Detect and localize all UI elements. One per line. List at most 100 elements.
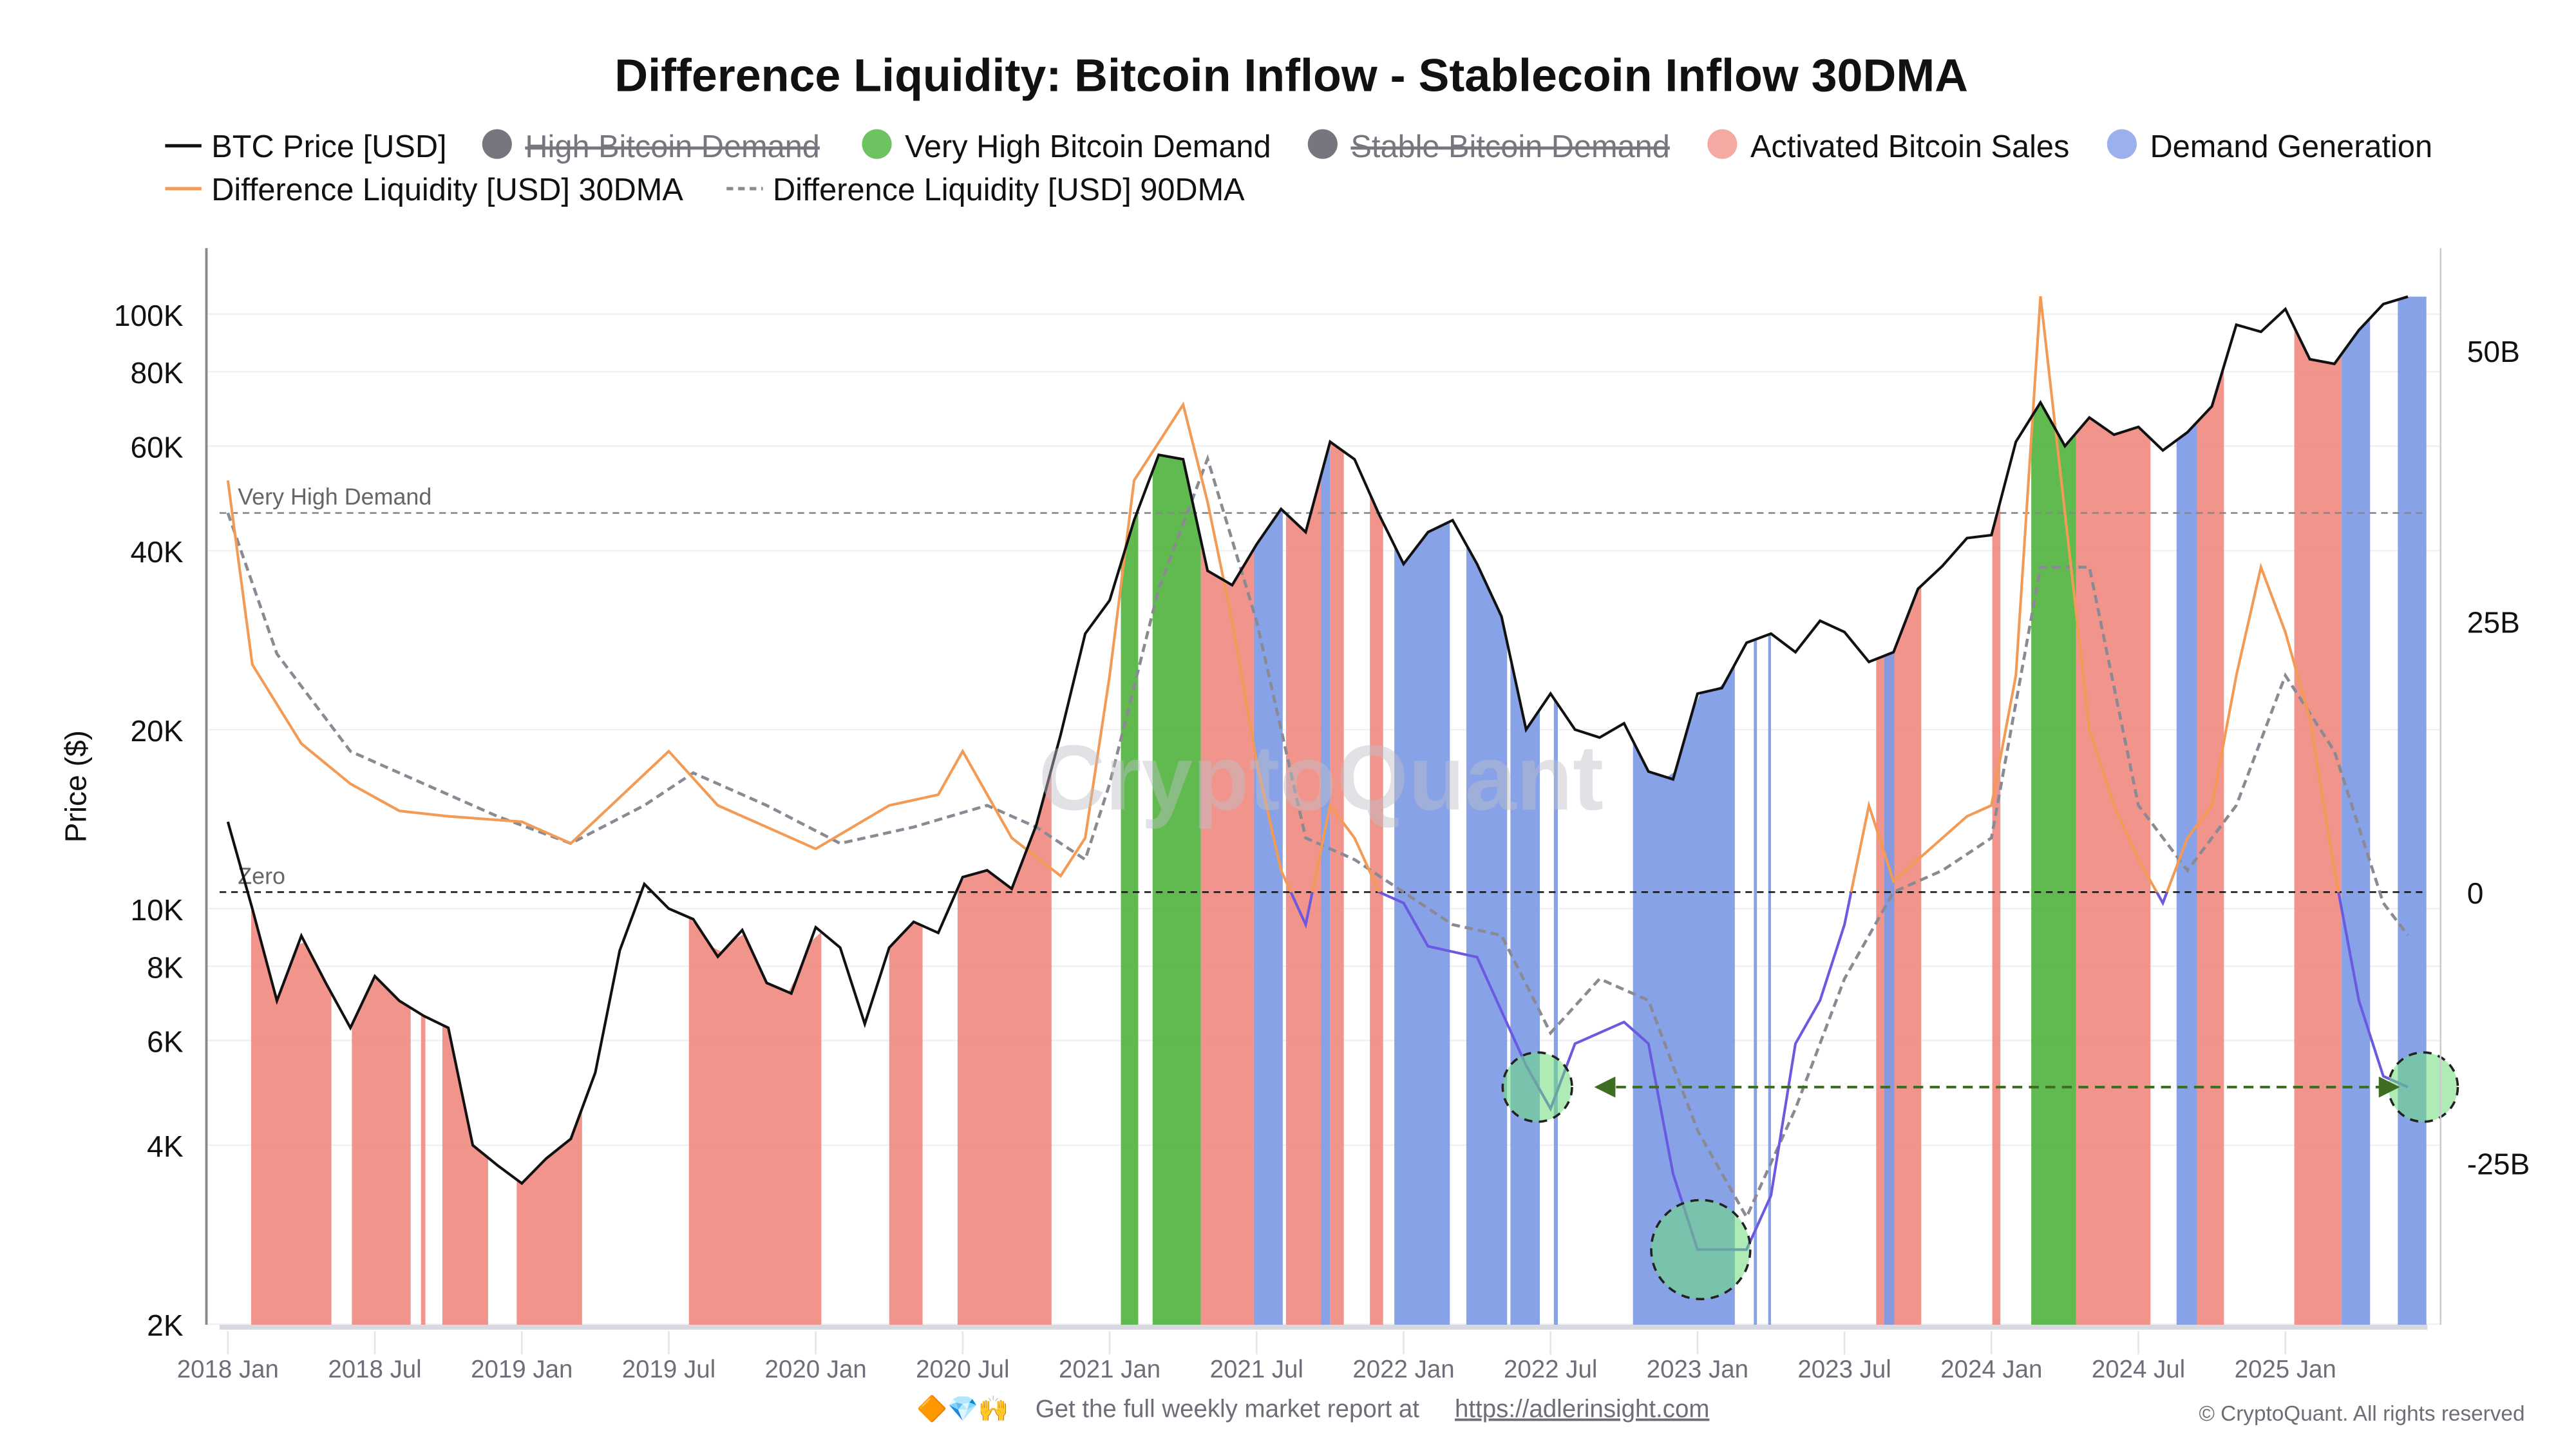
x-tick-label: 2019 Jul: [622, 1356, 715, 1383]
x-tick-label: 2018 Jan: [177, 1356, 279, 1383]
highlight-circle: [2387, 1051, 2459, 1123]
x-tick-label: 2021 Jul: [1210, 1356, 1303, 1383]
x-axis-scrollbar[interactable]: [220, 1325, 2428, 1330]
x-tick-label: 2022 Jan: [1352, 1356, 1454, 1383]
y-left-tick-label: 10K: [131, 893, 184, 927]
regime-demand-gen: [1321, 442, 1331, 1325]
legend-dot-icon: [862, 129, 892, 159]
regime-sales: [1992, 501, 2001, 1325]
regime-sales: [889, 922, 923, 1325]
y-left-tick-label: 4K: [147, 1130, 184, 1163]
regime-sales: [1330, 442, 1344, 1325]
x-tick-label: 2023 Jan: [1647, 1356, 1748, 1383]
regime-sales: [957, 768, 1052, 1325]
series-liquidity-30dma-positive: [226, 296, 2340, 893]
legend-label: Difference Liquidity [USD] 30DMA: [211, 173, 683, 207]
footer-emojis: 🔶💎🙌: [916, 1395, 1009, 1423]
regime-demand-gen: [1394, 521, 1450, 1325]
x-tick-label: 2024 Jul: [2092, 1356, 2185, 1383]
highlight-circle: [1650, 1198, 1752, 1301]
regime-sales: [1285, 475, 1321, 1325]
legend: BTC Price [USD] High Bitcoin Demand Very H…: [165, 129, 2432, 207]
y-left-tick-label: 80K: [131, 356, 184, 390]
legend-label: Activated Bitcoin Sales: [1750, 129, 2069, 164]
x-tick-label: 2022 Jul: [1504, 1356, 1597, 1383]
copyright: © CryptoQuant. All rights reserved: [2199, 1402, 2524, 1426]
series-liquidity-90dma: [226, 454, 2409, 1220]
regime-sales: [1370, 493, 1383, 1325]
chart-title: Difference Liquidity: Bitcoin Inflow - S…: [614, 50, 1968, 102]
series-btc-price: [226, 295, 2409, 1186]
regime-sales: [442, 1025, 488, 1325]
legend-dot-icon: [1707, 129, 1738, 159]
y-left-tick-label: 100K: [114, 299, 184, 332]
regime-demand-gen: [1754, 639, 1757, 1325]
legend-label: BTC Price [USD]: [211, 129, 446, 164]
regime-demand-gen: [1253, 510, 1283, 1325]
y-right-tick-label: 0: [2467, 876, 2484, 910]
legend-label: Demand Generation: [2150, 129, 2432, 164]
regime-sales: [1200, 540, 1254, 1325]
regime-sales: [421, 1014, 426, 1325]
y-left-tick-label: 8K: [147, 951, 184, 984]
legend-item[interactable]: Difference Liquidity [USD] 90DMA: [726, 173, 1245, 207]
legend-item[interactable]: Very High Bitcoin Demand: [862, 129, 1271, 165]
x-tick-label: 2025 Jan: [2235, 1356, 2336, 1383]
y-right-tick-label: -25B: [2467, 1148, 2530, 1181]
x-tick-label: 2018 Jul: [328, 1356, 421, 1383]
x-tick-label: 2020 Jul: [916, 1356, 1009, 1383]
x-tick-label: 2021 Jan: [1059, 1356, 1160, 1383]
footer: 🔶💎🙌 Get the full weekly market report at…: [916, 1395, 2524, 1426]
x-tick-label: 2019 Jan: [471, 1356, 573, 1383]
regime-very-high: [1121, 509, 1139, 1325]
regime-demand-gen: [1553, 698, 1558, 1325]
regime-demand-gen: [2398, 296, 2427, 1325]
regime-demand-gen: [1768, 633, 1771, 1325]
regime-sales: [1876, 585, 1922, 1325]
legend-label: High Bitcoin Demand: [525, 129, 820, 164]
regime-sales: [352, 978, 411, 1325]
y-left-tick-label: 60K: [131, 431, 184, 464]
y-right-tick-label: 50B: [2467, 335, 2520, 368]
legend-label: Difference Liquidity [USD] 90DMA: [773, 173, 1245, 207]
regime-demand-gen: [1510, 657, 1540, 1325]
y-right-tick-label: 25B: [2467, 606, 2520, 639]
regime-sales: [516, 1108, 582, 1325]
footer-link[interactable]: https://adlerinsight.com: [1455, 1396, 1709, 1423]
y-left-tick-label: 6K: [147, 1025, 184, 1059]
y-left-tick-label: 2K: [147, 1309, 184, 1342]
regime-demand-gen: [1466, 544, 1508, 1325]
legend-label: Very High Bitcoin Demand: [905, 129, 1271, 164]
x-tick-label: 2023 Jul: [1797, 1356, 1891, 1383]
legend-dot-icon: [1307, 129, 1338, 159]
legend-item[interactable]: High Bitcoin Demand: [482, 129, 820, 165]
regime-demand-gen: [1884, 650, 1895, 1325]
axis-ticks: 100K 80K 60K 40K 20K 10K 8K 6K 4K 2K 50B 25B 0 -25B 20…: [114, 299, 2530, 1383]
legend-item[interactable]: Activated Bitcoin Sales: [1707, 129, 2069, 165]
regime-sales: [251, 904, 332, 1325]
legend-dot-icon: [482, 129, 512, 159]
regime-demand-gen: [1633, 664, 1735, 1325]
legend-item[interactable]: Demand Generation: [2107, 129, 2432, 165]
legend-label: Stable Bitcoin Demand: [1350, 129, 1669, 164]
watermark: CryptoQuant: [1039, 726, 1604, 829]
x-tick-label: 2020 Jan: [765, 1356, 867, 1383]
regime-sales: [688, 917, 822, 1325]
y-axis-left-label: Price ($): [59, 730, 92, 842]
legend-item[interactable]: BTC Price [USD]: [165, 129, 447, 164]
regime-shading: [251, 296, 2427, 1325]
y-left-tick-label: 40K: [131, 535, 184, 569]
x-tick-label: 2024 Jan: [1940, 1356, 2042, 1383]
footer-text: Get the full weekly market report at: [1036, 1396, 1420, 1423]
legend-item[interactable]: Stable Bitcoin Demand: [1307, 129, 1670, 165]
reference-line-label: Very High Demand: [238, 484, 431, 510]
legend-dot-icon: [2107, 129, 2137, 159]
y-left-tick-label: 20K: [131, 714, 184, 748]
regime-sales: [2197, 366, 2224, 1325]
legend-item[interactable]: Difference Liquidity [USD] 30DMA: [165, 173, 683, 207]
regime-sales: [2294, 327, 2342, 1325]
regime-sales: [2076, 418, 2151, 1325]
regime-very-high: [1152, 455, 1201, 1325]
